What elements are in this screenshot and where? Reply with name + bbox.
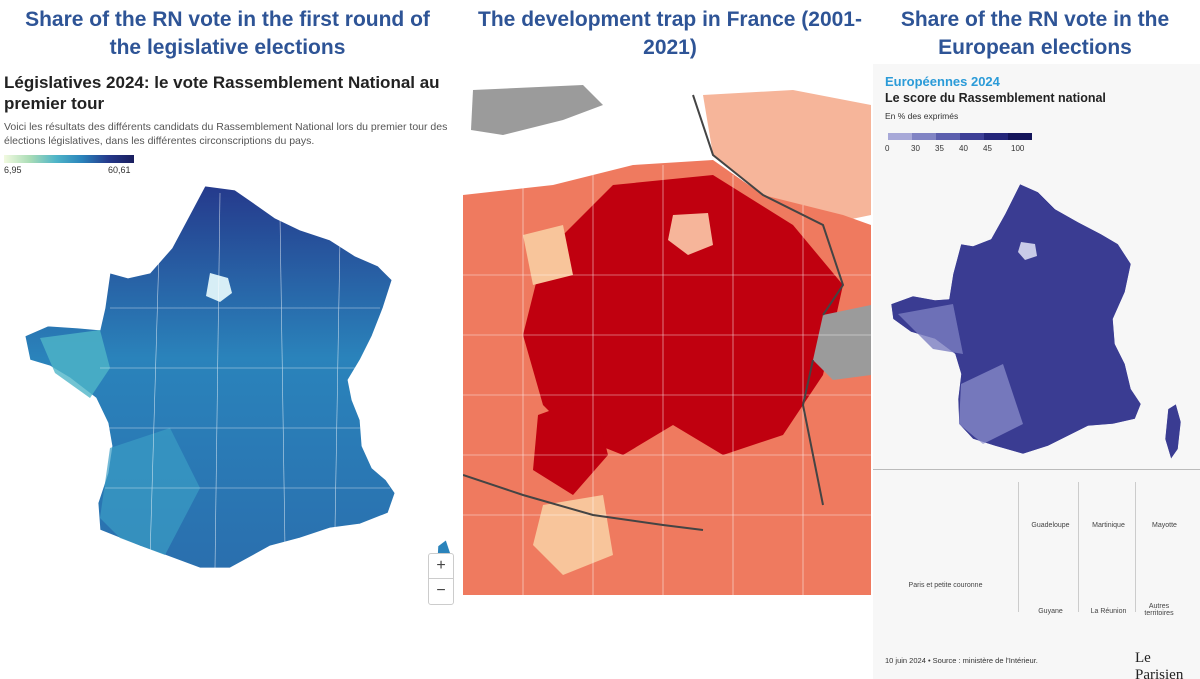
right-heading: Share of the RN vote in the European ele… [900,8,1170,59]
legend-max-value: 60,61 [108,165,131,175]
legend-tick-label: 35 [935,144,944,153]
southwest-light-region [959,364,1023,444]
legend-tick-label: 30 [911,144,920,153]
development-trap-map-panel [463,75,871,595]
inset-label-paris: Paris et petite couronne [908,582,983,589]
inset-label-autres: Autres territoires [1144,603,1174,617]
left-heading: Share of the RN vote in the first round … [25,8,430,59]
legislative-map-panel: Législatives 2024: le vote Rassemblement… [0,68,463,608]
european-map-unit: En % des exprimés [885,111,959,121]
legend-min-value: 6,95 [4,165,22,175]
zoom-in-button[interactable]: + [436,557,446,574]
legend-tick-label: 0 [885,144,890,153]
legend-swatch [936,133,960,140]
inset-divider [1135,482,1136,612]
zoom-divider [429,578,453,579]
paris-hotspot [668,213,713,255]
corsica-shape [1164,403,1182,460]
legend-tick-label: 100 [1011,144,1025,153]
southwest-hotspot [533,395,608,495]
legislative-map-subtitle: Voici les résultats des différents candi… [4,121,448,147]
inset-divider [1018,482,1019,612]
european-france-map[interactable] [873,64,1200,464]
france-mainland-shape [890,183,1142,455]
inset-label-martinique: Martinique [1092,522,1125,529]
legislative-france-map[interactable] [0,68,463,608]
inset-label-guyane: Guyane [1038,608,1063,615]
legend-swatch [888,133,912,140]
district-borders [100,192,390,569]
uk-shape [471,85,603,135]
zoom-out-button[interactable]: − [436,582,446,599]
legislative-map-title: Législatives 2024: le vote Rassemblement… [4,73,440,113]
insets-separator [873,469,1200,470]
legend-swatch [912,133,936,140]
inset-label-mayotte: Mayotte [1152,522,1177,529]
legislative-color-legend [4,155,134,163]
legend-tick-label: 40 [959,144,968,153]
pale-area-west [523,225,573,285]
legend-tick-label: 45 [983,144,992,153]
southwest-region [100,428,200,555]
paris-region [1018,242,1037,260]
european-map-kicker: Européennes 2024 [885,74,1000,89]
west-light-region [898,304,963,354]
zoom-control: + − [428,553,454,605]
european-color-legend [888,133,1032,140]
european-map-footer: 10 juin 2024 • Source : ministère de l'I… [885,656,1038,665]
inset-divider [1078,482,1079,612]
west-region [40,330,110,398]
national-border [463,94,845,531]
legend-swatch [960,133,984,140]
middle-heading: The development trap in France (2001-202… [478,8,862,59]
legend-swatch [984,133,1008,140]
switzerland-shape [813,305,871,380]
le-parisien-logo: Le Parisien [1135,650,1184,679]
inset-label-guadeloupe: Guadeloupe [1031,522,1070,529]
legend-swatch [1008,133,1032,140]
inset-label-reunion: La Réunion [1090,608,1127,615]
belgium-region [703,90,871,225]
development-trap-map[interactable] [463,75,871,595]
department-borders [463,165,871,595]
european-map-title: Le score du Rassemblement national [885,91,1106,105]
european-map-panel: Européennes 2024 Le score du Rassembleme… [873,64,1200,679]
france-core-region [523,175,843,455]
